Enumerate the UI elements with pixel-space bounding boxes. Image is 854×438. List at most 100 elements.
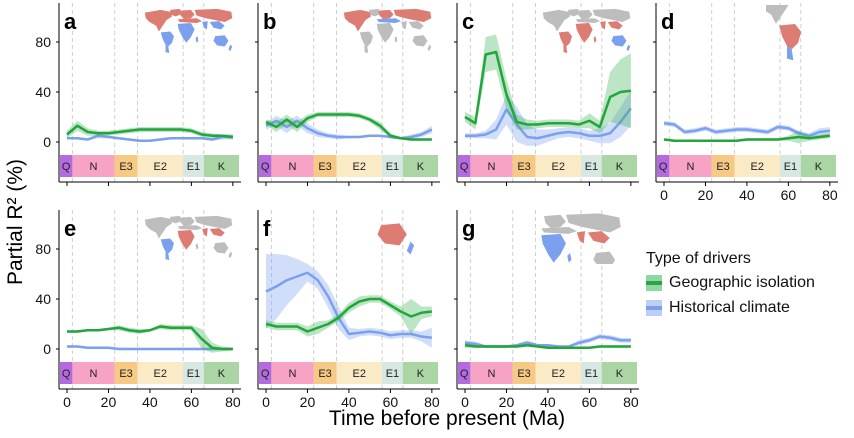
period-band-E1 (183, 362, 204, 384)
period-label: E1 (386, 161, 399, 173)
x-tick-label: 40 (540, 394, 556, 410)
x-tick-label: 0 (63, 394, 71, 410)
map-region-MED (575, 18, 601, 23)
period-label: N (90, 161, 98, 173)
period-label: E2 (154, 161, 167, 173)
map-region-NA (766, 5, 789, 24)
y-tick-label: 80 (35, 241, 51, 257)
map-region-AF (177, 229, 195, 250)
panel-d: Q N E3 E2 E1 K 0 20 40 60 80 d (652, 3, 838, 203)
panel-letter: e (64, 216, 76, 241)
period-band-E3 (313, 362, 337, 384)
map-region-GL (369, 8, 382, 17)
period-band-N (470, 362, 513, 384)
panel-letter: a (64, 9, 77, 34)
map-region-MAD (195, 36, 199, 43)
x-tick-label: 20 (101, 394, 117, 410)
map-region-NZ (228, 251, 233, 259)
blue-series-line (67, 134, 233, 142)
period-label: E2 (751, 161, 764, 173)
period-label: E2 (154, 368, 167, 380)
period-band-E2 (137, 362, 184, 384)
green-series-line (464, 344, 631, 349)
map-region-GL (170, 8, 183, 17)
panel-g-plot: Q N E3 E2 E1 K 0 20 40 60 80 g (454, 210, 639, 410)
region-map-icon (343, 8, 432, 54)
panel-letter: f (263, 216, 271, 241)
map-region-AS (194, 215, 233, 230)
period-label: Q (261, 368, 270, 380)
panel-c-plot: Q N E3 E2 E1 Kc (454, 3, 639, 186)
map-region-SEA (209, 21, 225, 30)
period-label: N (289, 161, 297, 173)
map-region-IN (202, 21, 208, 30)
period-band-E1 (382, 155, 403, 177)
map-region-GL (568, 8, 581, 17)
x-tick-label: 60 (383, 394, 399, 410)
map-region-SA_s (563, 44, 568, 54)
period-label: E3 (517, 368, 530, 380)
y-tick-label: 0 (43, 134, 51, 150)
period-label: E3 (318, 161, 331, 173)
region-map-icon (370, 210, 415, 255)
period-label: E3 (119, 161, 132, 173)
period-label: N (90, 368, 98, 380)
map-region-MAD (567, 253, 572, 263)
panel-b-plot: Q N E3 E2 E1 Kb (255, 3, 440, 186)
blue-series-line (663, 122, 831, 137)
period-label: E3 (119, 368, 132, 380)
y-tick-label: 40 (35, 84, 51, 100)
x-tick-label: 20 (300, 394, 316, 410)
period-label: Q (659, 161, 668, 173)
period-band-K (601, 155, 637, 177)
period-band-E1 (183, 155, 204, 177)
period-label: E3 (716, 161, 729, 173)
map-region-IN (576, 231, 586, 244)
map-region-SEA (587, 231, 610, 244)
period-band-N (669, 155, 712, 177)
period-band-Q (657, 155, 670, 177)
legend-entry-historical-climate: Historical climate (646, 299, 815, 317)
period-band-Q (60, 155, 73, 177)
map-region-SA_n (779, 23, 802, 50)
period-band-E1 (780, 155, 801, 177)
map-region-MED (177, 18, 203, 23)
period-band-E3 (114, 362, 138, 384)
legend-entry-label: Historical climate (669, 299, 790, 316)
map-region-NZ (427, 44, 432, 52)
period-band-E1 (382, 362, 403, 384)
period-band-E3 (114, 155, 138, 177)
period-label: Q (62, 161, 71, 173)
period-label: N (687, 161, 695, 173)
blue-swatch-icon (646, 300, 662, 316)
map-region-EU (378, 9, 394, 20)
region-map-icon (144, 215, 233, 261)
y-tick-label: 40 (35, 291, 51, 307)
period-band-E3 (512, 362, 536, 384)
map-region-MAD (593, 36, 597, 43)
period-label: E2 (552, 368, 565, 380)
period-label: Q (460, 368, 469, 380)
green-series-line (464, 50, 632, 129)
period-label: E3 (318, 368, 331, 380)
period-label: E1 (784, 161, 797, 173)
period-band-E1 (581, 362, 602, 384)
map-region-MED (541, 227, 577, 234)
x-tick-label: 0 (660, 187, 668, 203)
period-band-Q (259, 155, 272, 177)
x-tick-label: 80 (424, 394, 440, 410)
period-label: E1 (585, 368, 598, 380)
map-region-SA_s (165, 44, 170, 54)
y-tick-label: 80 (35, 34, 51, 50)
period-band-K (402, 362, 438, 384)
period-band-E3 (313, 155, 337, 177)
map-region-SEA (370, 210, 399, 212)
map-region-IN (401, 21, 407, 30)
panel-letter: g (462, 216, 475, 241)
period-band-K (601, 362, 637, 384)
legend-entry-geographic-isolation: Geographic isolation (646, 274, 815, 292)
x-tick-label: 80 (822, 187, 838, 203)
period-label: K (218, 368, 226, 380)
map-region-SA_s (165, 251, 170, 261)
